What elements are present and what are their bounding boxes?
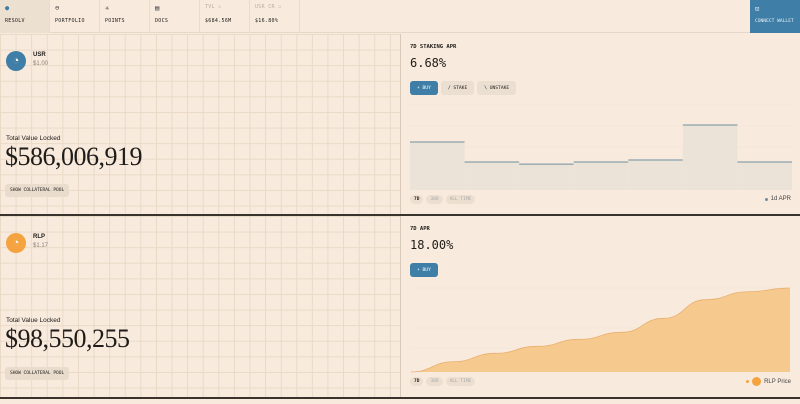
tvl-value: $98,550,255 xyxy=(5,324,130,353)
top-nav: ● RESOLV ⊖ PORTFOLIO ✳ POINTS ▤ DOCS TVL ▫ $6… xyxy=(0,0,800,33)
legend-label: RLP Price xyxy=(764,378,791,385)
apr-step-bar xyxy=(737,161,792,190)
range-all-time[interactable]: ALL TIME xyxy=(445,377,476,386)
stake-button[interactable]: / STAKE xyxy=(440,81,475,95)
stat-label: USR CR ▫ xyxy=(255,4,294,18)
apr-label: 7D APR xyxy=(410,226,430,232)
tvl-value: $586,006,919 xyxy=(5,142,143,171)
nav-label: PORTFOLIO xyxy=(55,18,85,24)
buy-button[interactable]: + BUY xyxy=(410,263,438,277)
nav-label: DOCS xyxy=(155,18,169,24)
price-area xyxy=(411,288,790,372)
rlp-overview: ◔ RLP $1.17 Total Value Locked $98,550,25… xyxy=(0,216,401,397)
legend-dot xyxy=(764,197,768,201)
tvl-label: Total Value Locked xyxy=(6,135,61,142)
usr-logo-icon: ◔ xyxy=(6,51,26,71)
price-line xyxy=(410,287,791,373)
nav-resolv[interactable]: ● RESOLV xyxy=(0,0,50,33)
show-collateral-pool-button[interactable]: SHOW COLLATERAL POOL xyxy=(5,184,70,197)
chart-legend: RLP Price xyxy=(746,377,791,386)
range-7d[interactable]: 7D xyxy=(410,377,424,386)
range-7d[interactable]: 7D xyxy=(410,195,424,204)
apr-step-bar xyxy=(410,141,465,190)
token-name: RLP xyxy=(33,234,45,240)
usr-apr-panel: 7D STAKING APR 6.68% + BUY / STAKE \ UNS… xyxy=(402,34,800,214)
rlp-icon xyxy=(752,377,762,386)
unstake-button[interactable]: \ UNSTAKE xyxy=(477,81,517,95)
range-all-time[interactable]: ALL TIME xyxy=(445,195,476,204)
price-chart xyxy=(410,287,791,373)
tvl-label: Total Value Locked xyxy=(6,317,61,324)
nav-label: POINTS xyxy=(105,18,125,24)
rlp-logo-icon: ◔ xyxy=(6,233,26,253)
usr-overview: ◔ USR $1.00 Total Value Locked $586,006,9… xyxy=(0,34,401,214)
nav-portfolio[interactable]: ⊖ PORTFOLIO xyxy=(50,0,100,33)
stat-label: TVL ▫ xyxy=(205,4,244,18)
section-divider xyxy=(0,214,800,216)
rlp-section: ◔ RLP $1.17 Total Value Locked $98,550,25… xyxy=(0,216,800,397)
section-divider xyxy=(0,397,800,399)
apr-value: 6.68% xyxy=(410,56,447,70)
apr-step-bar xyxy=(628,160,683,190)
info-icon: ▫ xyxy=(218,4,222,10)
range-30d[interactable]: 30D xyxy=(426,377,443,386)
document-icon: ▤ xyxy=(155,4,160,12)
stat-cr-value: $16.80% xyxy=(255,18,279,24)
apr-chart xyxy=(410,104,792,190)
chart-legend: 1d APR xyxy=(764,196,791,202)
info-icon: ▫ xyxy=(278,4,282,10)
legend-label: 1d APR xyxy=(770,196,791,202)
apr-step-bar xyxy=(682,124,738,190)
token-name: USR xyxy=(33,52,46,58)
stat-usr-cr: USR CR ▫ $16.80% xyxy=(250,0,300,33)
token-price: $1.00 xyxy=(33,61,49,67)
globe-icon: ● xyxy=(5,4,10,12)
connect-wallet-button[interactable]: ⊡ CONNECT WALLET xyxy=(750,0,800,33)
usr-section: ◔ USR $1.00 Total Value Locked $586,006,9… xyxy=(0,34,800,214)
stat-cr-label: USR CR xyxy=(255,4,275,10)
wallet-icon: ⊖ xyxy=(55,4,60,12)
token-price: $1.17 xyxy=(33,243,49,249)
nav-docs[interactable]: ▤ DOCS xyxy=(150,0,200,33)
apr-label: 7D STAKING APR xyxy=(410,44,457,50)
apr-value: 18.00% xyxy=(410,238,454,252)
stat-tvl-label: TVL xyxy=(205,4,215,10)
apr-step-bar xyxy=(573,161,629,190)
nav-label: RESOLV xyxy=(5,18,25,24)
nav-points[interactable]: ✳ POINTS xyxy=(100,0,150,33)
buy-button[interactable]: + BUY xyxy=(410,81,438,95)
range-30d[interactable]: 30D xyxy=(426,195,443,204)
stat-tvl-value: $684.56M xyxy=(205,18,232,24)
wallet-icon: ⊡ xyxy=(755,5,760,13)
apr-step-bar xyxy=(519,164,574,190)
stat-tvl: TVL ▫ $684.56M xyxy=(200,0,250,33)
legend-dot xyxy=(746,380,750,383)
asterisk-icon: ✳ xyxy=(105,4,110,12)
connect-label: CONNECT WALLET xyxy=(755,19,794,24)
usr-token: ◔ USR $1.00 xyxy=(6,51,48,71)
rlp-token: ◔ RLP $1.17 xyxy=(6,233,48,253)
show-collateral-pool-button[interactable]: SHOW COLLATERAL POOL xyxy=(5,367,70,380)
rlp-apr-panel: 7D APR 18.00% + BUY 7D 30D ALL TIME RLP … xyxy=(402,216,800,397)
apr-step-bar xyxy=(464,161,520,190)
